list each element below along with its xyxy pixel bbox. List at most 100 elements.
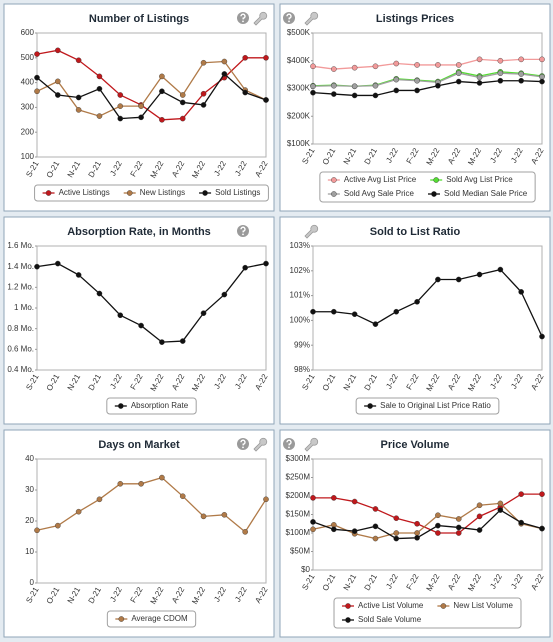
legend-item[interactable]: Active List Volume bbox=[342, 601, 424, 610]
legend-label: Sold Sale Volume bbox=[358, 615, 422, 624]
data-point bbox=[351, 311, 358, 318]
data-point bbox=[310, 83, 316, 90]
data-point bbox=[200, 310, 207, 316]
data-point bbox=[331, 66, 337, 72]
data-point bbox=[497, 266, 504, 273]
data-point bbox=[351, 528, 358, 534]
y-tick-label: 1.4 Mo. bbox=[7, 262, 34, 271]
y-tick-label: 0 bbox=[30, 578, 35, 587]
legend: Average CDOM bbox=[106, 610, 197, 628]
help-icon[interactable] bbox=[283, 12, 295, 24]
data-point bbox=[221, 58, 228, 65]
chart-title: Listings Prices bbox=[376, 13, 454, 25]
data-point bbox=[55, 47, 61, 54]
settings-icon[interactable] bbox=[253, 437, 268, 452]
data-point bbox=[34, 74, 40, 81]
help-icon[interactable] bbox=[237, 12, 249, 24]
data-point bbox=[414, 530, 420, 536]
legend-item[interactable]: Absorption Rate bbox=[114, 401, 189, 410]
data-point bbox=[497, 70, 504, 77]
legend-item[interactable]: New List Volume bbox=[437, 601, 514, 610]
data-point bbox=[75, 94, 82, 101]
y-tick-label: 101% bbox=[290, 291, 310, 300]
data-point bbox=[372, 82, 379, 89]
y-tick-label: $300K bbox=[287, 84, 311, 93]
data-point bbox=[435, 522, 441, 529]
legend-item[interactable]: Sold Avg List Price bbox=[430, 175, 513, 184]
panel bbox=[3, 216, 275, 425]
legend-swatch bbox=[345, 617, 351, 623]
series-line bbox=[36, 262, 267, 343]
data-point bbox=[372, 506, 379, 512]
data-point bbox=[179, 99, 186, 106]
data-point bbox=[179, 338, 186, 344]
legend-item[interactable]: Sold Avg Sale Price bbox=[327, 189, 415, 198]
settings-icon[interactable] bbox=[304, 437, 319, 452]
legend-item[interactable]: Sold Sale Volume bbox=[342, 615, 422, 624]
settings-icon[interactable] bbox=[304, 11, 319, 26]
plot-area bbox=[312, 245, 543, 371]
y-tick-label: 1.2 Mo. bbox=[7, 282, 34, 291]
data-point bbox=[393, 60, 400, 67]
legend-box bbox=[106, 610, 197, 628]
data-point bbox=[117, 103, 124, 109]
y-tick-label: $200K bbox=[287, 111, 311, 120]
help-icon-dot bbox=[288, 20, 290, 23]
data-point bbox=[455, 70, 462, 77]
legend-swatch bbox=[331, 177, 337, 183]
data-point bbox=[476, 527, 483, 533]
y-tick-label: 500 bbox=[21, 53, 35, 62]
data-point bbox=[372, 523, 379, 530]
data-point bbox=[497, 507, 504, 513]
data-point bbox=[242, 55, 248, 61]
data-point bbox=[539, 491, 545, 497]
data-point bbox=[393, 76, 400, 83]
data-point bbox=[518, 71, 524, 77]
help-icon[interactable] bbox=[237, 438, 249, 450]
data-point bbox=[34, 88, 40, 95]
data-point bbox=[310, 308, 316, 315]
y-tick-label: $150M bbox=[286, 510, 311, 519]
legend-item[interactable]: Sale to Original List Price Ratio bbox=[364, 401, 491, 410]
legend: Active Listings New Listings Sold Listings bbox=[34, 184, 269, 202]
data-point bbox=[200, 59, 207, 66]
series-line bbox=[36, 72, 267, 120]
help-icon[interactable] bbox=[283, 438, 295, 450]
data-point bbox=[331, 308, 337, 315]
settings-icon[interactable] bbox=[304, 224, 319, 239]
legend-item[interactable]: Active Listings bbox=[42, 188, 110, 197]
legend-item[interactable]: New Listings bbox=[123, 188, 185, 197]
legend-label: Active List Volume bbox=[358, 601, 424, 610]
data-point bbox=[476, 502, 483, 509]
data-point bbox=[393, 535, 400, 542]
data-point bbox=[75, 272, 82, 278]
data-point bbox=[221, 512, 228, 518]
data-point bbox=[159, 339, 165, 345]
data-point bbox=[242, 89, 248, 96]
legend-box bbox=[319, 171, 536, 203]
legend-label: Average CDOM bbox=[131, 614, 188, 623]
legend-item[interactable]: Sold Median Sale Price bbox=[427, 189, 528, 198]
data-point bbox=[96, 113, 103, 119]
legend-item[interactable]: Active Avg List Price bbox=[327, 175, 417, 184]
data-point bbox=[200, 102, 207, 108]
legend-item[interactable]: Average CDOM bbox=[115, 614, 188, 623]
settings-icon[interactable] bbox=[253, 11, 268, 26]
data-point bbox=[55, 260, 61, 267]
legend-swatch bbox=[440, 603, 447, 609]
data-point bbox=[331, 526, 337, 533]
data-point bbox=[455, 524, 462, 531]
data-point bbox=[518, 77, 524, 84]
data-point bbox=[263, 97, 269, 103]
data-point bbox=[414, 535, 420, 541]
data-point bbox=[55, 78, 61, 85]
help-icon[interactable] bbox=[237, 225, 249, 237]
data-point bbox=[435, 512, 441, 519]
data-point bbox=[310, 526, 316, 533]
legend-item[interactable]: Sold Listings bbox=[199, 188, 260, 197]
panel bbox=[3, 429, 275, 638]
data-point bbox=[539, 74, 545, 80]
settings-icon-glyph bbox=[253, 11, 268, 26]
settings-icon-glyph bbox=[253, 437, 268, 452]
y-tick-label: 300 bbox=[21, 103, 35, 112]
